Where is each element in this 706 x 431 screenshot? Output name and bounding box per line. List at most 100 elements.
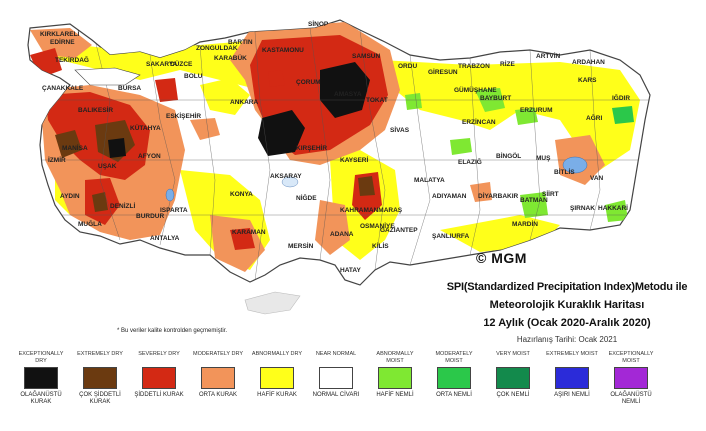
zone-severely-dry [155,78,178,102]
city-label: KAYSERİ [340,156,368,164]
legend-item: ABNORMALLY DRY HAFİF KURAK [250,351,304,399]
city-label: KASTAMONU [262,47,304,54]
city-label: GİRESUN [428,68,458,76]
legend-label-tr: ORTA NEMLİ [436,392,472,398]
preparation-date: Hazırlanış Tarihi: Ocak 2021 [516,335,618,344]
zone-moderately-dry [470,182,492,202]
cyprus-shape [244,291,301,315]
city-label: RİZE [500,60,515,68]
mgm-logo-text: MGM [491,250,527,266]
zone-extremely-dry [92,192,108,212]
city-label: UŞAK [98,163,117,170]
city-label: OSMANİYE [360,222,395,230]
city-label: ERZİNCAN [462,118,496,126]
legend-label-en: NEAR NORMAL [315,351,357,357]
map-title-block: SPI(Standardized Precipitation Index)Met… [432,281,702,344]
zone-abnormally-moist [605,200,628,222]
city-label: SİNOP [308,20,329,28]
city-label: ZONGULDAK [196,45,238,52]
quality-note: * Bu veriler kalite kontrolden geçmemişt… [117,328,228,334]
zone-abnormally-moist [515,108,538,125]
legend-label-en: ABNORMALLY DRY [251,351,303,357]
city-label: ANKARA [230,99,258,106]
legend-label-en: SEVERELY DRY [138,351,180,357]
city-label: ADANA [330,231,354,238]
city-label: MARDİN [512,220,538,228]
lake-tuz [281,176,299,188]
city-label: KIRŞEHİR [296,144,327,152]
zone-moderately-dry [315,200,350,255]
legend-item: EXTREMELY DRY ÇOK ŞİDDETLİ KURAK [73,351,127,406]
city-label: BALIKESİR [78,106,113,114]
city-label: MUŞ [536,155,551,162]
title-line-3: 12 Aylık (Ocak 2020-Aralık 2020) [483,317,651,329]
city-label: AĞRI [586,113,602,122]
city-label: BARTIN [228,39,253,46]
city-label: SİİRT [542,190,559,198]
city-label: ÇANAKKALE [42,85,84,92]
lake-egirdir [165,188,175,202]
legend-label-tr: ÇOK ŞİDDETLİ KURAK [79,392,121,405]
city-label: GÜMÜŞHANE [454,85,497,94]
zone-severely-dry [230,228,255,250]
legend-label-en: EXCEPTIONALLY MOIST [608,351,654,364]
city-label: HAKKARİ [598,204,628,212]
legend-label-tr: NORMAL CİVARI [312,392,360,398]
city-label: TOKAT [366,97,388,104]
city-label: ERZURUM [520,107,553,114]
city-label: MANİSA [62,144,88,152]
city-label: ELAZIĞ [458,157,482,166]
city-label: BAYBURT [480,95,511,102]
city-label: BURSA [118,85,141,92]
title-line-1: SPI(Standardized Precipitation Index)Met… [446,281,688,293]
city-label: HATAY [340,267,361,274]
legend-swatch [496,367,530,389]
city-label: EDİRNE [50,38,75,46]
legend-item: EXCEPTIONALLY DRY OLAĞANÜSTÜ KURAK [14,351,68,406]
legend-label-en: MODERATELY MOIST [435,351,473,364]
zone-abnormally-moist [450,138,472,155]
mgm-logo: © MGM [476,250,527,266]
city-label: TEKİRDAĞ [55,55,89,64]
city-label: ŞIRNAK [570,205,595,212]
zone-abnormally-dry [200,78,250,115]
zone-severely-dry [268,70,285,87]
zone-exceptionally-dry [108,138,126,158]
legend-label-tr: HAFİF KURAK [257,392,297,398]
title-line-2: Meteorolojik Kuraklık Haritası [489,299,645,311]
zone-extremely-dry [358,176,375,196]
legend-label-tr: OLAĞANÜSTÜ NEMLİ [610,392,652,405]
legend-swatch [555,367,589,389]
city-label: KARABÜK [214,53,247,62]
legend-label-tr: OLAĞANÜSTÜ KURAK [20,392,62,405]
legend-label-tr: ÇOK NEMLİ [496,392,530,398]
zone-abnormally-moist [612,106,634,124]
city-label: ANTALYA [150,235,180,242]
city-label: SİVAS [390,126,410,134]
legend-swatch [378,367,412,389]
legend-label-tr: ORTA KURAK [198,392,238,398]
city-label: KARS [578,77,597,84]
city-label: ESKİŞEHİR [166,112,201,120]
city-label: BATMAN [520,197,548,204]
city-label: DÜZCE [170,59,193,68]
legend-label-tr: AŞIRI NEMLİ [554,392,590,398]
legend: EXCEPTIONALLY DRY OLAĞANÜSTÜ KURAK EXTREME… [14,351,700,427]
legend-label-tr: ŞİDDETLİ KURAK [134,392,184,398]
zone-exceptionally-dry [320,62,370,118]
city-label: KÜTAHYA [130,123,161,132]
city-label: MERSİN [288,242,314,250]
zone-abnormally-moist [520,192,548,218]
city-label: ISPARTA [160,207,188,214]
city-label: BURDUR [136,213,164,220]
legend-label-en: MODERATELY DRY [192,351,244,357]
city-label: KARAMAN [232,229,266,236]
city-label: BİNGÖL [496,151,521,160]
legend-item: EXCEPTIONALLY MOIST OLAĞANÜSTÜ NEMLİ [604,351,658,406]
lake-van [562,156,588,174]
city-label: AFYON [138,153,161,160]
city-label: TRABZON [458,63,490,70]
legend-label-en: ABNORMALLY MOIST [376,351,414,364]
